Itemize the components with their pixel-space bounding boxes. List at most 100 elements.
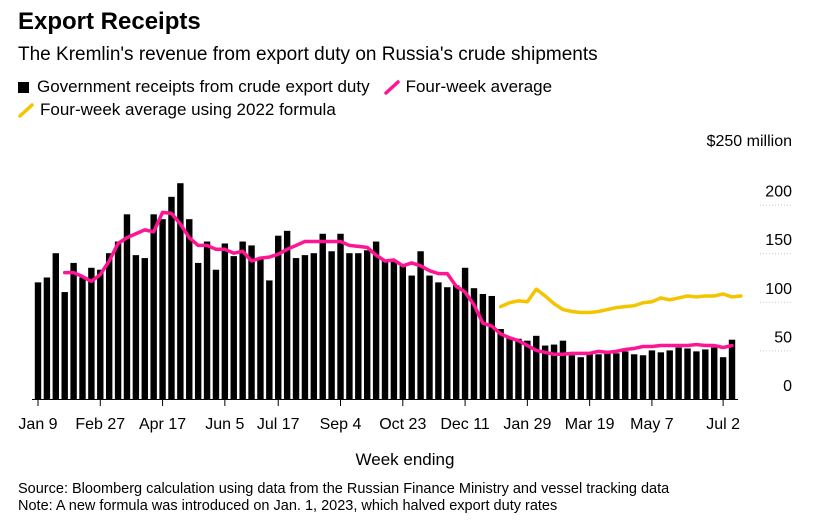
- bar: [666, 350, 673, 399]
- bar: [657, 352, 665, 399]
- x-tick-label: Apr 17: [139, 416, 186, 433]
- bar: [595, 354, 602, 399]
- bar: [301, 255, 309, 399]
- bar: [364, 250, 371, 399]
- note-text: Note: A new formula was introduced on Ja…: [18, 498, 558, 514]
- four-week-average-line: [62, 210, 734, 357]
- bar: [70, 262, 77, 399]
- bar: [186, 219, 193, 399]
- bar: [381, 260, 389, 399]
- bar: [408, 275, 415, 399]
- bar: [559, 340, 567, 399]
- bar: [541, 345, 549, 399]
- bar: [728, 339, 736, 399]
- legend: Government receipts from crude export du…: [18, 77, 566, 97]
- legend-item-avg: Four-week average: [383, 77, 552, 97]
- bar: [461, 267, 469, 399]
- bar: [470, 288, 478, 399]
- x-axis-title: Week ending: [356, 450, 455, 469]
- legend-label-bars: Government receipts from crude export du…: [37, 77, 370, 96]
- x-tick-label: Sep 4: [320, 416, 362, 433]
- chart-title: Export Receipts: [18, 8, 201, 35]
- bar: [444, 287, 451, 399]
- bar: [61, 292, 68, 399]
- legend-label-avg2022: Four-week average using 2022 formula: [40, 100, 336, 119]
- bar: [239, 241, 246, 399]
- legend-row-2: Four-week average using 2022 formula: [18, 100, 350, 120]
- bar: [497, 329, 504, 399]
- bar: [586, 354, 593, 399]
- bar: [417, 251, 424, 399]
- bar-swatch: [18, 81, 29, 93]
- y-tick-label: 150: [765, 232, 792, 249]
- bar: [257, 258, 264, 399]
- bar: [283, 230, 291, 399]
- y-tick-label: 50: [774, 329, 792, 346]
- bar: [399, 264, 406, 399]
- bar: [711, 347, 718, 399]
- chart-subtitle: The Kremlin's revenue from export duty o…: [18, 44, 598, 65]
- x-tick-label: Oct 23: [379, 416, 426, 433]
- bar: [435, 282, 442, 399]
- bar: [123, 214, 131, 399]
- bar: [702, 349, 709, 399]
- y-tick-label: 0: [783, 378, 792, 395]
- bar: [550, 344, 558, 399]
- avg2022-line-swatch: [18, 102, 34, 118]
- bar: [372, 241, 380, 399]
- bar: [479, 294, 487, 399]
- legend-item-bars: Government receipts from crude export du…: [18, 77, 370, 97]
- source-note: Source: Bloomberg calculation using data…: [18, 481, 669, 515]
- bar: [79, 277, 86, 399]
- bar: [506, 337, 513, 399]
- bar: [132, 255, 140, 399]
- bar: [337, 233, 344, 399]
- bar: [426, 275, 433, 399]
- bar: [613, 353, 620, 399]
- bar: [275, 235, 282, 399]
- bar: [390, 260, 398, 399]
- bar: [693, 351, 700, 399]
- avg-line-swatch: [383, 79, 400, 95]
- bar: [639, 355, 647, 399]
- bar: [292, 258, 300, 399]
- bar: [488, 295, 495, 399]
- bar: [648, 350, 656, 399]
- bar: [684, 348, 691, 399]
- bar: [248, 245, 255, 399]
- bar: [328, 251, 335, 399]
- bar: [604, 351, 611, 399]
- bar: [630, 354, 638, 399]
- x-tick-label: Jul 17: [257, 416, 300, 433]
- bar: [355, 253, 362, 399]
- bar: [577, 357, 584, 399]
- bar: [622, 351, 629, 399]
- bar: [88, 267, 95, 399]
- bar: [266, 280, 273, 399]
- bar: [230, 256, 237, 399]
- y-tick-label-top: $250 million: [707, 133, 792, 150]
- x-tick-label: Feb 27: [75, 416, 125, 433]
- bar: [168, 196, 175, 399]
- x-tick-label: Dec 11: [440, 416, 490, 433]
- bar: [177, 183, 184, 399]
- bar: [212, 269, 220, 399]
- bar: [568, 355, 576, 399]
- bar: [524, 340, 531, 399]
- bar: [52, 253, 59, 399]
- bar: [150, 214, 157, 399]
- bar: [97, 269, 104, 399]
- x-tick-label: Jan 9: [18, 416, 57, 433]
- avg-2022-formula-line: [498, 287, 743, 315]
- source-text: Source: Bloomberg calculation using data…: [18, 481, 670, 497]
- bar: [346, 253, 353, 399]
- legend-item-avg2022: Four-week average using 2022 formula: [18, 100, 336, 120]
- y-tick-label: 100: [765, 281, 792, 298]
- x-tick-label: Jan 29: [503, 416, 551, 433]
- bar: [141, 258, 148, 399]
- x-tick-label: Mar 19: [565, 416, 615, 433]
- bar: [159, 219, 166, 399]
- bar: [319, 233, 326, 399]
- bar: [203, 241, 211, 399]
- x-tick-label: Jun 5: [205, 416, 244, 433]
